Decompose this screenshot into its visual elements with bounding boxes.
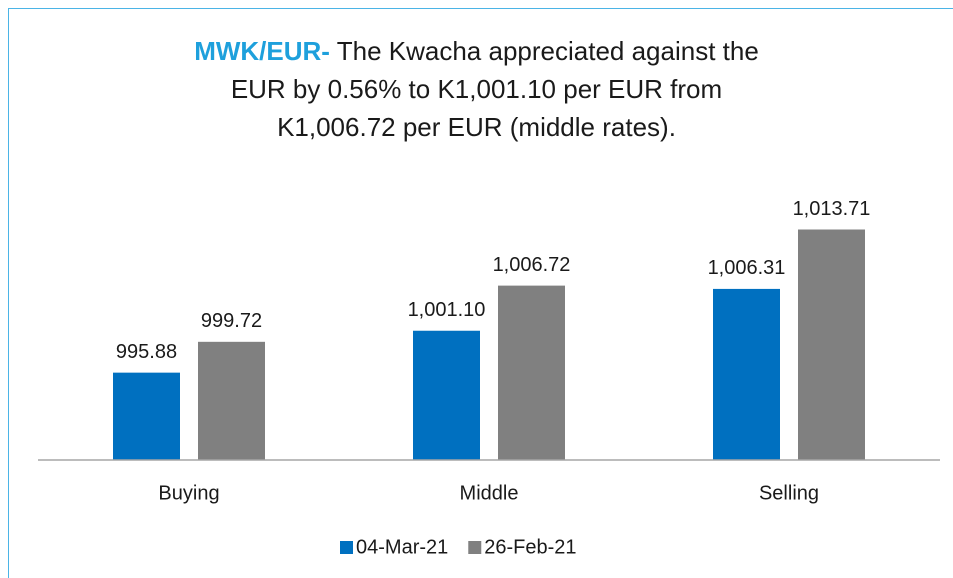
title-line: K1,006.72 per EUR (middle rates). [277,112,676,142]
data-label: 995.88 [116,341,177,363]
bar [798,229,865,460]
bar [198,341,265,460]
bar [713,288,780,460]
frame [8,8,953,578]
data-label: 1,006.31 [708,257,786,279]
title-line: EUR by 0.56% to K1,001.10 per EUR from [230,74,723,104]
x-tick-label: Selling [759,482,819,504]
x-tick-label: Middle [460,482,519,504]
bar [498,285,565,460]
legend-swatch [340,541,353,554]
bar [113,372,180,460]
legend-label: 26-Feb-21 [484,536,576,558]
bar [413,330,480,460]
data-label: 1,013.71 [793,198,871,220]
title-lead: MWK/EUR- [194,36,330,66]
legend-label: 04-Mar-21 [356,536,448,558]
title-line: The Kwacha appreciated against the [336,36,759,66]
chart-title: MWK/EUR- The Kwacha appreciated against … [0,32,953,146]
legend-swatch [468,541,482,554]
data-label: 999.72 [201,310,262,332]
data-label: 1,001.10 [408,299,486,321]
data-label: 1,006.72 [493,254,571,276]
x-tick-label: Buying [158,482,219,504]
